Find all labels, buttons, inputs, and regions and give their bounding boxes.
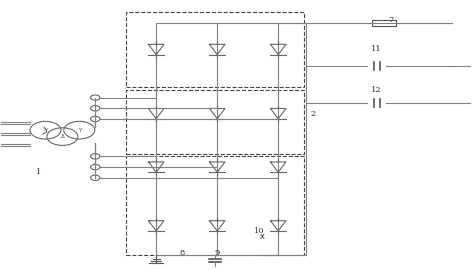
Text: 2: 2 (311, 110, 316, 118)
Bar (126, 156, 304, 255)
Text: Δ: Δ (60, 134, 64, 139)
Text: 1: 1 (36, 168, 42, 176)
Text: 10: 10 (254, 227, 265, 235)
Text: 9: 9 (215, 249, 220, 256)
Text: x: x (259, 232, 264, 241)
Text: 8: 8 (179, 249, 185, 256)
Text: 7: 7 (388, 16, 394, 24)
Text: 12: 12 (371, 86, 382, 94)
Text: Y: Y (44, 128, 47, 133)
FancyBboxPatch shape (372, 19, 396, 26)
Text: Y: Y (78, 128, 81, 133)
Bar (126, 12, 304, 87)
Bar (126, 90, 304, 154)
Text: 11: 11 (371, 45, 382, 53)
